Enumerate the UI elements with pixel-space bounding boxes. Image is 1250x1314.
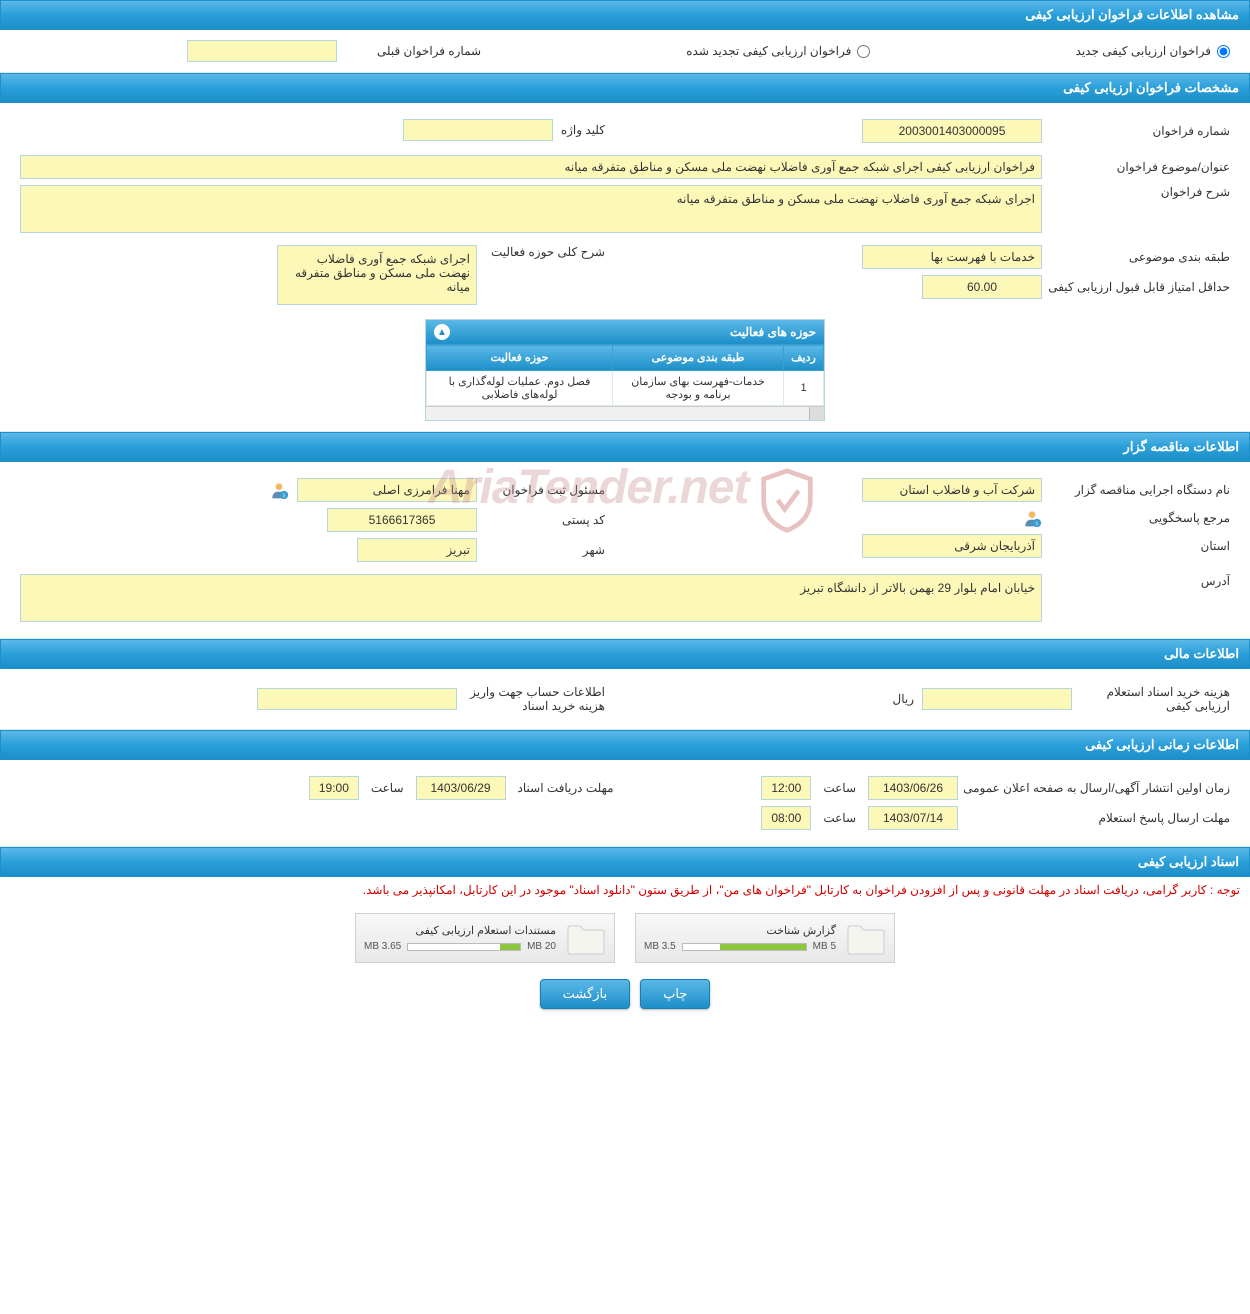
file1-total: 5 MB (813, 941, 836, 952)
notice-text: توجه : کاربر گرامی، دریافت اسناد در مهلت… (0, 877, 1250, 903)
number-label: شماره فراخوان (1050, 124, 1230, 138)
address-field: خیابان امام بلوار 29 بهمن بالاتر از دانش… (20, 574, 1042, 622)
zip-label: کد پستی (485, 513, 605, 527)
activity-panel: حوزه های فعالیت ▲ ردیف طبقه بندی موضوعی … (425, 319, 825, 421)
org-label: نام دستگاه اجرایی مناقصه گزار (1050, 483, 1230, 497)
registrar-label: مسئول ثبت فراخوان (485, 483, 605, 497)
folder-icon (566, 920, 606, 956)
minscore-field: 60.00 (922, 275, 1042, 299)
category-field: خدمات با فهرست بها (862, 245, 1042, 269)
category-label: طبقه بندی موضوعی (1050, 250, 1230, 264)
cost-field (922, 688, 1072, 710)
desc-field: اجرای شبکه جمع آوری فاضلاب نهضت ملی مسکن… (20, 185, 1042, 233)
file1-title: گزارش شناخت (644, 924, 836, 937)
receive-date: 1403/06/29 (416, 776, 506, 800)
keyword-label: کلید واژه (561, 123, 605, 137)
zip-field: 5166617365 (327, 508, 477, 532)
keyword-field (403, 119, 553, 141)
responder-label: مرجع پاسخگویی (1050, 511, 1230, 525)
page-title: مشاهده اطلاعات فراخوان ارزیابی کیفی (0, 0, 1250, 30)
city-label: شهر (485, 543, 605, 557)
address-label: آدرس (1050, 574, 1230, 588)
file2-used: 3.65 MB (364, 941, 401, 952)
file2-title: مستندات استعلام ارزیابی کیفی (364, 924, 556, 937)
print-button[interactable]: چاپ (640, 979, 710, 1009)
title-field: فراخوان ارزیابی کیفی اجرای شبکه جمع آوری… (20, 155, 1042, 179)
section-owner-header: اطلاعات مناقصه گزار (0, 432, 1250, 462)
section-spec-header: مشخصات فراخوان ارزیابی کیفی (0, 73, 1250, 103)
th-row: ردیف (784, 345, 824, 371)
scope-field: اجرای شبکه جمع آوری فاضلاب نهضت ملی مسکن… (277, 245, 477, 305)
radio-new-label: فراخوان ارزیابی کیفی جدید (1076, 44, 1211, 58)
progress-bar (682, 943, 807, 951)
receive-time: 19:00 (309, 776, 359, 800)
section-financial-header: اطلاعات مالی (0, 639, 1250, 669)
section-docs-header: اسناد ارزیابی کیفی (0, 847, 1250, 877)
collapse-icon[interactable]: ▲ (434, 324, 450, 340)
file-card[interactable]: گزارش شناخت 5 MB 3.5 MB (635, 913, 895, 963)
progress-bar (407, 943, 521, 951)
publish-time: 12:00 (761, 776, 811, 800)
prev-number-field (187, 40, 337, 62)
receive-label: مهلت دریافت اسناد (518, 781, 614, 795)
activity-title: حوزه های فعالیت (730, 325, 816, 339)
response-label: مهلت ارسال پاسخ استعلام (970, 811, 1230, 825)
hour-label: ساعت (823, 781, 856, 795)
minscore-label: حداقل امتیاز قابل قبول ارزیابی کیفی (1050, 280, 1230, 294)
th-scope: حوزه فعالیت (427, 345, 613, 371)
cost-label: هزینه خرید اسناد استعلام ارزیابی کیفی (1080, 685, 1230, 713)
activity-table: ردیف طبقه بندی موضوعی حوزه فعالیت 1 خدما… (426, 344, 824, 406)
section-timing-header: اطلاعات زمانی ارزیابی کیفی (0, 730, 1250, 760)
publish-label: زمان اولین انتشار آگهی/ارسال به صفحه اعل… (970, 781, 1230, 795)
file2-total: 20 MB (527, 941, 556, 952)
city-field: تبریز (357, 538, 477, 562)
currency-label: ریال (892, 692, 914, 706)
back-button[interactable]: بازگشت (540, 979, 630, 1009)
hour-label: ساعت (371, 781, 404, 795)
folder-icon (846, 920, 886, 956)
response-time: 08:00 (761, 806, 811, 830)
org-field: شرکت آب و فاضلاب استان (862, 478, 1042, 502)
radio-renewed-label: فراخوان ارزیابی کیفی تجدید شده (686, 44, 851, 58)
response-date: 1403/07/14 (868, 806, 958, 830)
radio-new[interactable] (1217, 45, 1230, 58)
scrollbar-hint[interactable] (426, 406, 824, 420)
province-field: آذربایجان شرقی (862, 534, 1042, 558)
file1-used: 3.5 MB (644, 941, 676, 952)
desc-label: شرح فراخوان (1050, 185, 1230, 199)
user-icon[interactable]: i (1022, 508, 1042, 528)
scope-label: شرح کلی حوزه فعالیت (485, 245, 605, 259)
user-icon[interactable]: i (269, 480, 289, 500)
prev-number-label: شماره فراخوان قبلی (377, 44, 481, 58)
title-label: عنوان/موضوع فراخوان (1050, 160, 1230, 174)
table-row: 1 خدمات-فهرست بهای سازمان برنامه و بودجه… (427, 371, 824, 406)
registrar-field: مهنا فرامرزی اصلی (297, 478, 477, 502)
radio-renewed[interactable] (857, 45, 870, 58)
th-category: طبقه بندی موضوعی (613, 345, 784, 371)
account-label: اطلاعات حساب جهت واریز هزینه خرید اسناد (465, 685, 605, 713)
file-card[interactable]: مستندات استعلام ارزیابی کیفی 20 MB 3.65 … (355, 913, 615, 963)
publish-date: 1403/06/26 (868, 776, 958, 800)
number-field: 2003001403000095 (862, 119, 1042, 143)
hour-label: ساعت (823, 811, 856, 825)
account-field (257, 688, 457, 710)
province-label: استان (1050, 539, 1230, 553)
